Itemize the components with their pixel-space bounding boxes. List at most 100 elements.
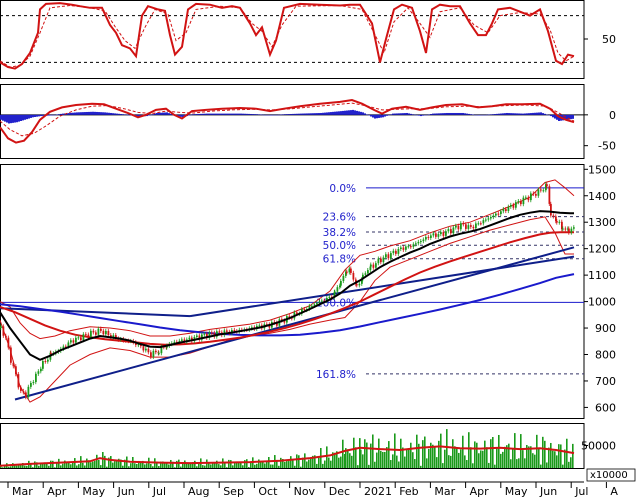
volume-bar <box>16 465 18 468</box>
volume-bar <box>92 461 94 468</box>
volume-bar <box>480 450 482 468</box>
macd-histogram-bar <box>324 112 326 115</box>
macd-histogram-bar <box>10 114 12 124</box>
moving-average-mid-line <box>0 231 574 346</box>
candle-body <box>477 223 480 225</box>
macd-histogram-bar <box>492 114 494 115</box>
macd-histogram-bar <box>392 113 394 115</box>
macd-histogram-bar <box>466 113 468 115</box>
macd-histogram-bar <box>4 114 6 122</box>
macd-histogram-bar <box>258 114 260 115</box>
macd-histogram-bar <box>440 113 442 115</box>
volume-bar <box>30 464 32 468</box>
volume-bar <box>468 432 470 468</box>
volume-bar <box>160 461 162 468</box>
macd-histogram-bar <box>348 110 350 115</box>
macd-histogram-bar <box>68 113 70 115</box>
candle-body <box>520 201 522 205</box>
macd-histogram-bar <box>182 114 184 118</box>
macd-histogram-bar <box>80 112 82 115</box>
candle-body <box>233 330 236 332</box>
macd-histogram-bar <box>504 113 506 115</box>
macd-histogram-bar <box>54 114 56 116</box>
candle-body <box>400 247 402 250</box>
volume-bar <box>104 455 106 468</box>
macd-histogram-bar <box>388 114 390 116</box>
macd-histogram-bar <box>506 112 508 115</box>
x-tick-label: Mar <box>12 485 33 498</box>
macd-histogram-bar <box>222 113 224 115</box>
macd-histogram-bar <box>0 114 2 120</box>
macd-histogram-bar <box>436 113 438 115</box>
candle-body <box>346 271 348 273</box>
macd-histogram-bar <box>286 114 288 115</box>
candle-body <box>135 342 137 346</box>
macd-histogram-bar <box>66 113 68 115</box>
macd-histogram-bar <box>354 110 356 115</box>
candle-body <box>37 371 40 374</box>
volume-bar <box>332 452 334 468</box>
volume-bar <box>359 438 361 468</box>
volume-bar <box>258 459 260 468</box>
macd-histogram-bar <box>206 113 208 115</box>
volume-bar <box>454 446 456 468</box>
macd-histogram-bar <box>370 114 372 117</box>
volume-bar <box>390 460 392 468</box>
volume-bar <box>440 433 442 468</box>
volume-bar <box>514 433 516 468</box>
moving-average-short-line <box>0 210 574 361</box>
volume-bar <box>502 451 504 468</box>
volume-bar <box>536 434 538 468</box>
volume-bar <box>554 451 556 468</box>
macd-histogram-bar <box>116 113 118 115</box>
candle-body <box>50 352 52 354</box>
volume-bar <box>466 460 468 468</box>
candle-body <box>313 304 316 306</box>
candle-body <box>407 246 410 248</box>
x-tick-label: Aug <box>188 485 209 498</box>
volume-bar <box>334 452 336 468</box>
macd-histogram-bar <box>100 112 102 115</box>
volume-bar <box>300 466 302 468</box>
macd-histogram-bar <box>18 114 20 122</box>
volume-bar <box>378 438 380 468</box>
macd-histogram-bar <box>160 112 162 115</box>
macd-histogram-bar <box>474 114 476 116</box>
candle-body <box>502 209 505 212</box>
candle-body <box>550 203 552 216</box>
macd-histogram-bar <box>394 113 396 115</box>
macd-histogram-bar <box>194 114 196 115</box>
volume-bar <box>172 461 174 468</box>
candle-body <box>336 287 339 292</box>
volume-bar <box>420 465 422 468</box>
y-tick-label: 1500 <box>588 163 616 176</box>
candle-body <box>507 206 510 211</box>
volume-bar <box>446 429 448 468</box>
volume-bar <box>84 465 86 468</box>
macd-histogram-bar <box>164 112 166 115</box>
volume-bar <box>382 451 384 468</box>
macd-histogram-bar <box>486 114 488 116</box>
volume-bar <box>166 463 168 468</box>
volume-bar <box>386 447 388 468</box>
volume-bar <box>60 465 62 468</box>
y-tick-label: 900 <box>595 322 616 335</box>
macd-histogram-bar <box>212 113 214 115</box>
candle-body <box>542 190 545 192</box>
macd-histogram-bar <box>62 113 64 115</box>
macd-histogram-bar <box>28 114 30 119</box>
candle-body <box>152 350 155 357</box>
macd-histogram-bar <box>556 114 558 120</box>
volume-bar <box>516 459 518 468</box>
volume-bar <box>122 465 124 468</box>
volume-bar <box>422 440 424 468</box>
macd-histogram-bar <box>414 114 416 116</box>
x-tick-label: Jun <box>117 485 135 498</box>
volume-bar <box>196 466 198 468</box>
macd-histogram-bar <box>384 114 386 117</box>
macd-histogram-bar <box>232 113 234 115</box>
volume-bar <box>312 455 314 468</box>
candle-body <box>548 186 551 204</box>
candle-body <box>77 337 80 339</box>
